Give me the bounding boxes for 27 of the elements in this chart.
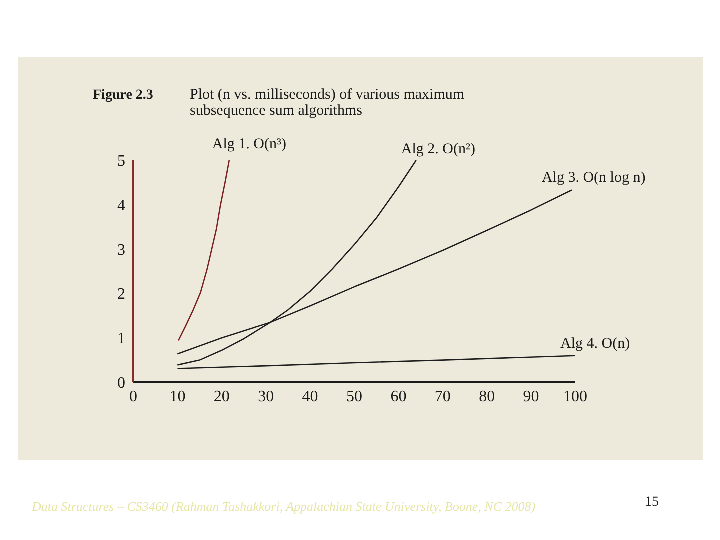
chart-title: Figure 2.3 <box>93 87 154 104</box>
y-tick-label: 2 <box>118 286 126 304</box>
x-tick-label: 60 <box>390 388 407 406</box>
y-tick-label: 5 <box>118 153 126 170</box>
y-tick-label: 1 <box>118 330 126 348</box>
x-tick-label: 20 <box>214 388 230 406</box>
x-tick-label: 100 <box>564 388 588 406</box>
x-tick-label: 0 <box>130 388 138 406</box>
y-tick-label: 0 <box>118 375 126 392</box>
text: Data Structures – CS3460 (Rahman Tashakkori, Appalachian State University, Boone, NC 2008) <box>32 498 536 516</box>
x-tick-label: 40 <box>302 388 318 406</box>
x-tick-label: 10 <box>170 388 186 406</box>
series-label: Alg 1. O(n³) <box>212 136 286 152</box>
y-tick-label: 4 <box>118 197 126 214</box>
y-tick-label: 3 <box>118 242 126 259</box>
x-tick-label: 70 <box>434 388 451 406</box>
series-label: Alg 3. O(n log n) <box>542 170 646 186</box>
x-tick-label: 30 <box>258 388 274 406</box>
chart-subtitle: Plot (n vs. milliseconds) of various maximum subsequence sum algorithms <box>190 87 466 119</box>
text: 15 <box>645 494 659 512</box>
line-series <box>177 355 576 370</box>
line-series <box>178 160 230 342</box>
x-tick-label: 90 <box>523 388 540 406</box>
series-label: Alg 2. O(n²) <box>401 142 476 158</box>
x-tick-label: 80 <box>479 388 496 406</box>
x-tick-label: 50 <box>346 388 362 406</box>
series-label: Alg 4. O(n) <box>560 336 630 352</box>
